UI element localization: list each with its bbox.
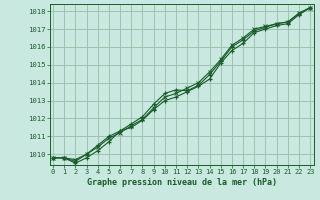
X-axis label: Graphe pression niveau de la mer (hPa): Graphe pression niveau de la mer (hPa) bbox=[87, 178, 276, 187]
